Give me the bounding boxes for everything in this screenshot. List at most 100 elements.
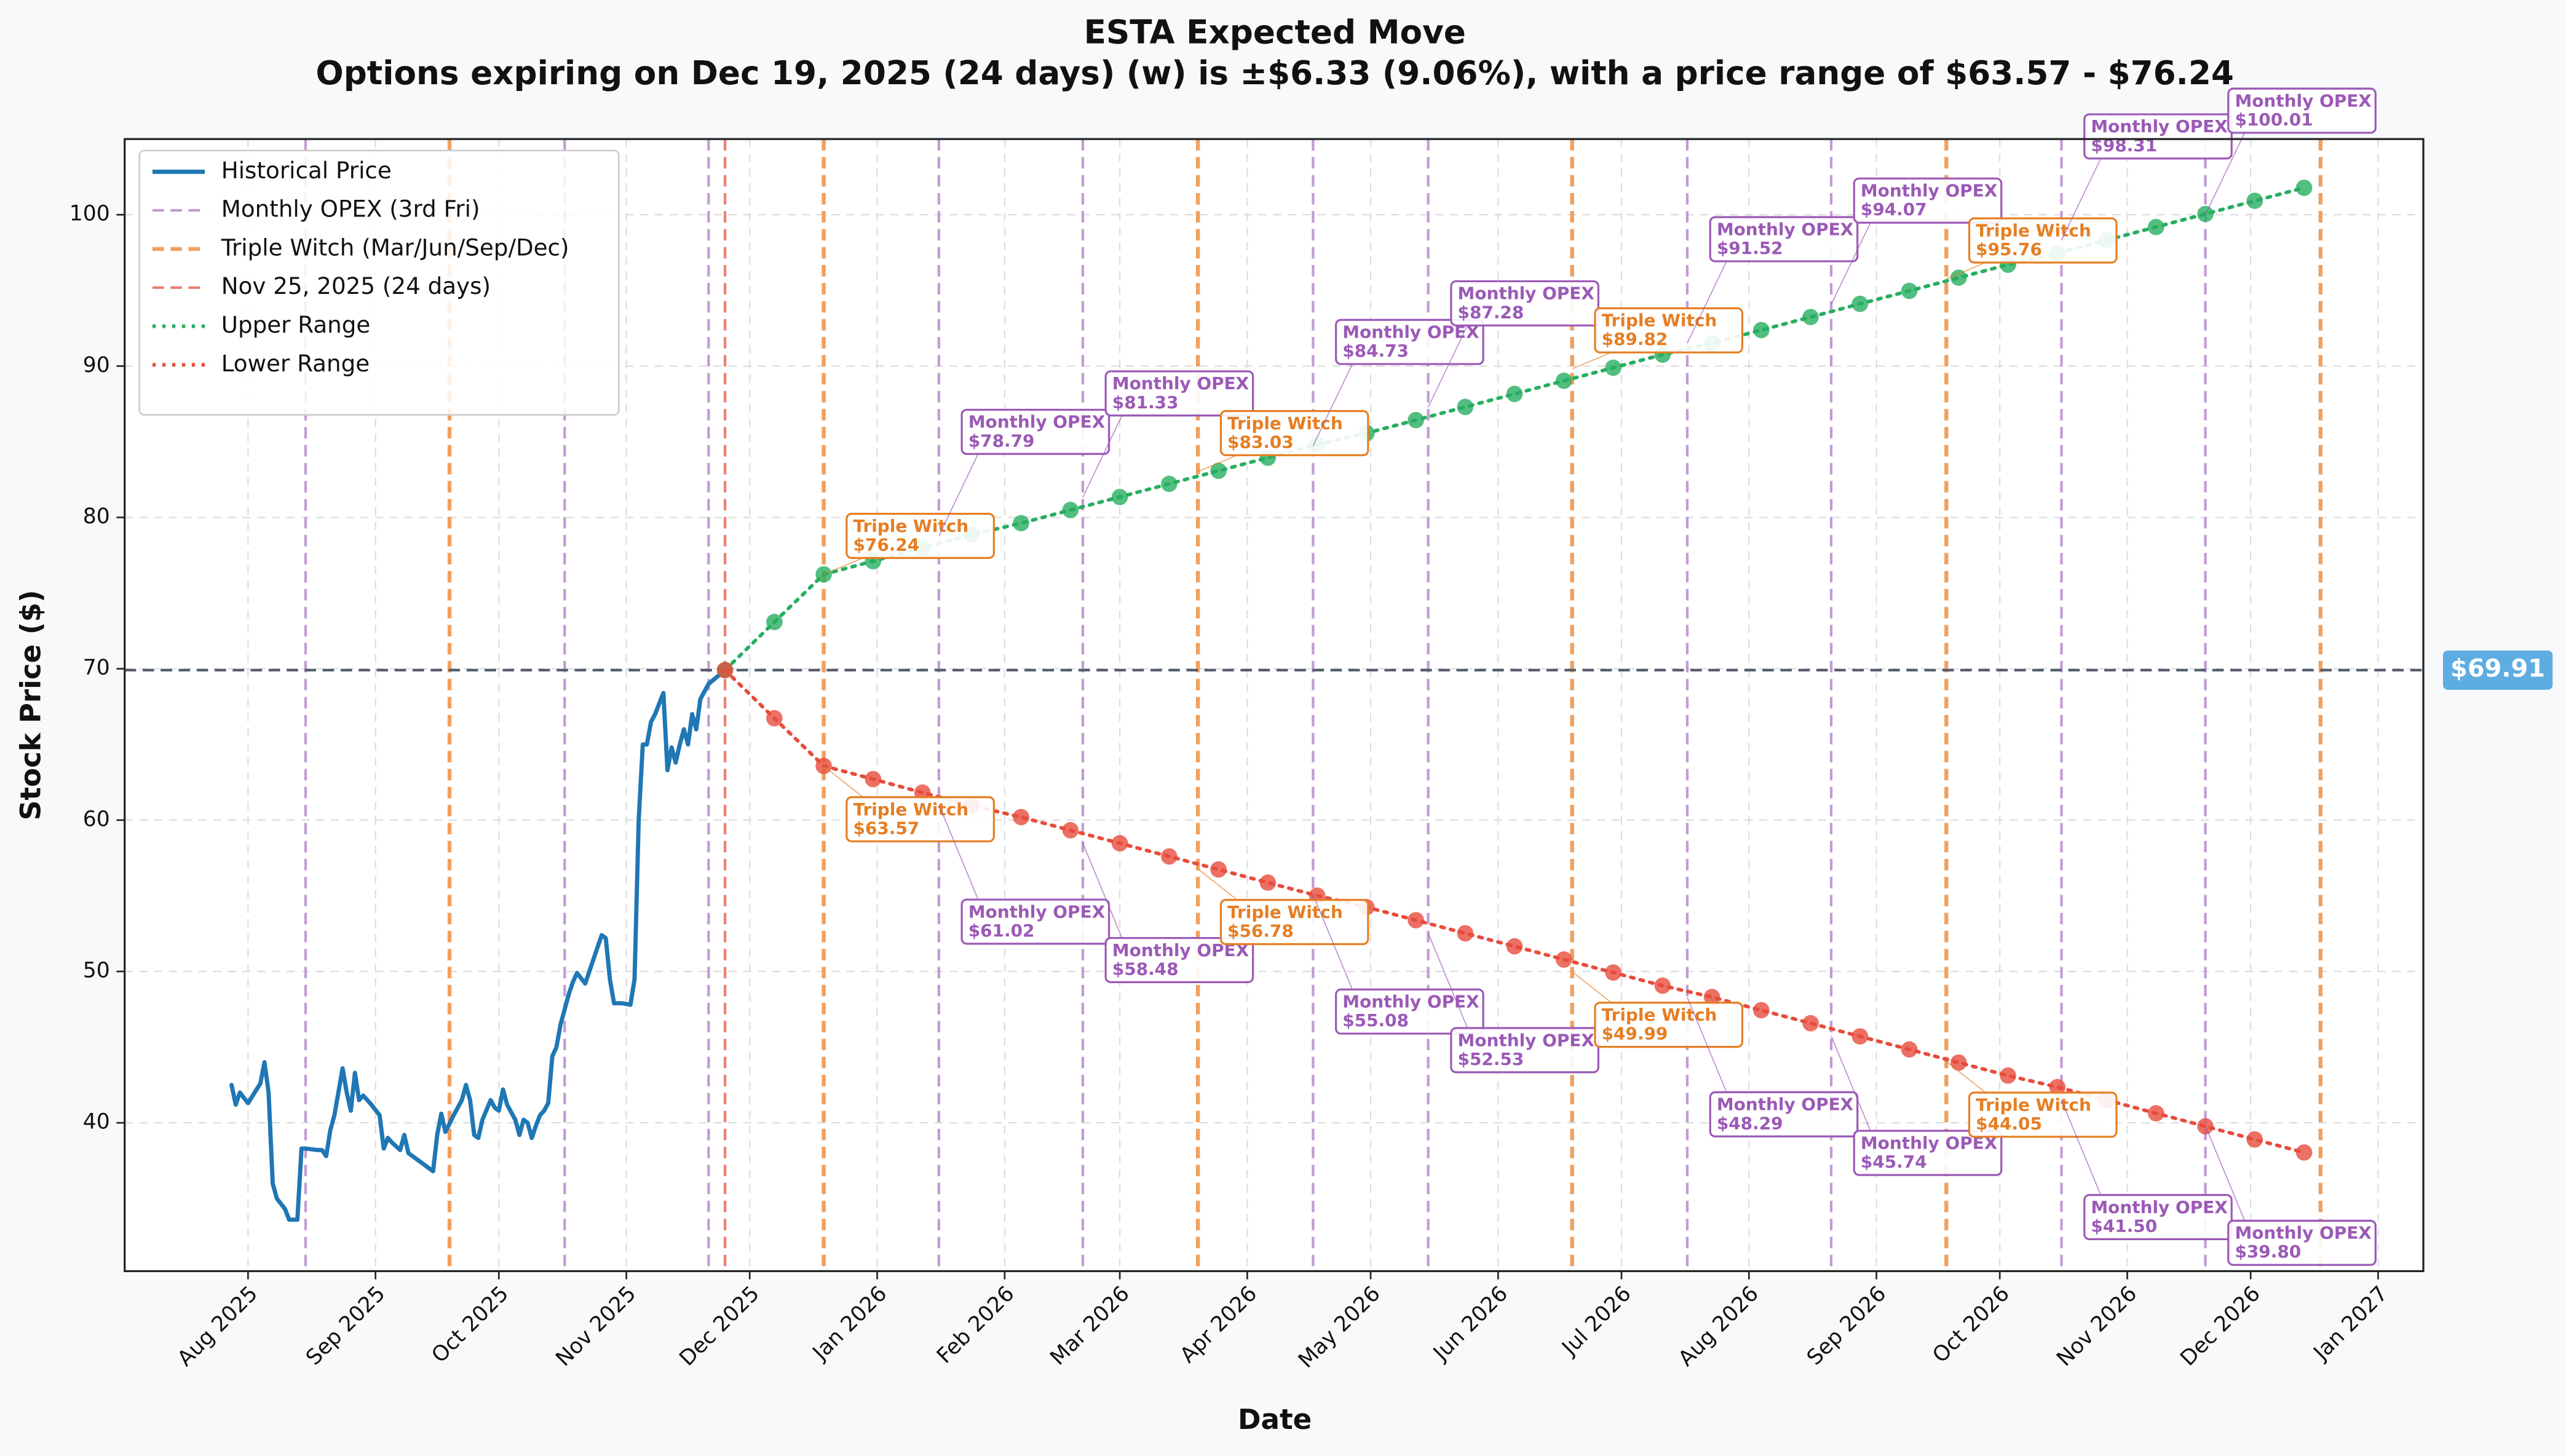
annotation-box — [2083, 113, 2233, 160]
annotation-value: $100.01 — [2235, 109, 2313, 130]
chart-title: ESTA Expected Move — [1084, 14, 1466, 52]
data-point — [1408, 411, 1424, 429]
annotation-title: Monthly OPEX — [968, 901, 1105, 922]
annotation-box — [845, 513, 995, 560]
annotation-box — [1709, 1091, 1859, 1138]
annotation-box — [1219, 899, 1369, 946]
annotation-title: Triple Witch — [1602, 1005, 1717, 1025]
annotation-value: $87.28 — [1458, 302, 1524, 322]
annotation-leader — [1312, 894, 1353, 990]
data-point — [1506, 386, 1523, 402]
annotation-leader — [1946, 262, 1986, 280]
legend-label: Upper Range — [221, 311, 371, 338]
annotation-leader — [823, 557, 863, 575]
annotation-title: Monthly OPEX — [1717, 219, 1853, 239]
y-tick-label: 70 — [83, 655, 110, 680]
annotation-leader — [1687, 261, 1727, 344]
annotation-title: Monthly OPEX — [1342, 992, 1479, 1012]
data-point — [1457, 398, 1474, 416]
data-point — [1851, 295, 1869, 312]
data-point — [1111, 835, 1128, 852]
annotation-value: $89.82 — [1602, 329, 1668, 349]
data-point — [1062, 502, 1079, 518]
annotation-title: Monthly OPEX — [2235, 90, 2371, 111]
annotation-title: Monthly OPEX — [1112, 373, 1249, 394]
data-point — [2295, 1144, 2313, 1161]
annotation-box — [1104, 370, 1254, 417]
annotation-box — [1335, 318, 1484, 365]
y-tick-label: 60 — [83, 807, 110, 831]
legend-box — [138, 149, 620, 416]
annotation-leader — [2204, 132, 2246, 215]
annotation-box — [2227, 1219, 2377, 1266]
annotation-leader — [1197, 454, 1238, 472]
data-point — [1111, 488, 1128, 505]
legend-label: Monthly OPEX (3rd Fri) — [221, 196, 480, 223]
annotation-title: Monthly OPEX — [2091, 116, 2227, 136]
annotation-box — [845, 796, 995, 842]
data-point — [1556, 951, 1572, 968]
annotation-title: Triple Witch — [853, 516, 968, 536]
data-point — [1556, 372, 1572, 389]
annotation-value: $78.79 — [968, 430, 1035, 451]
data-point — [766, 614, 783, 630]
annotation-value: $48.29 — [1717, 1113, 1783, 1133]
annotation-value: $91.52 — [1717, 238, 1783, 258]
annotation-value: $84.73 — [1342, 341, 1409, 361]
data-point — [1802, 309, 1819, 325]
data-point — [2049, 1078, 2066, 1096]
y-axis-label: Stock Price ($) — [15, 590, 47, 820]
data-point — [1161, 475, 1178, 493]
chart-subtitle: Options expiring on Dec 19, 2025 (24 day… — [316, 54, 2234, 92]
annotation-leader — [2061, 158, 2102, 241]
data-point — [1161, 848, 1178, 865]
annotation-leader — [2204, 1125, 2246, 1221]
data-point — [1851, 1028, 1869, 1045]
annotation-value: $52.53 — [1458, 1049, 1524, 1069]
data-point — [2000, 1067, 2016, 1084]
annotation-box — [1853, 177, 2003, 224]
current-price-badge — [2442, 650, 2553, 690]
data-point — [1753, 1002, 1770, 1019]
annotation-value: $61.02 — [968, 920, 1035, 941]
y-tick-label: 100 — [69, 202, 110, 226]
data-point — [1605, 359, 1622, 376]
annotation-leader — [938, 453, 979, 536]
y-tick-label: 80 — [83, 504, 110, 529]
data-point — [1210, 462, 1227, 480]
data-point — [1802, 1015, 1819, 1032]
y-tick-label: 50 — [83, 958, 110, 983]
annotation-leader — [2061, 1099, 2102, 1195]
annotation-box — [1450, 280, 1599, 326]
annotation-box — [1853, 1130, 2003, 1176]
annotation-title: Triple Witch — [853, 799, 968, 820]
data-point — [2148, 218, 2164, 235]
data-point — [716, 662, 734, 679]
annotation-title: Triple Witch — [1976, 220, 2091, 240]
annotation-box — [960, 898, 1111, 945]
series-line — [229, 668, 727, 1222]
annotation-value: $39.80 — [2235, 1241, 2301, 1262]
annotation-leader — [1572, 352, 1612, 370]
annotation-box — [1335, 988, 1484, 1035]
data-point — [2246, 192, 2263, 209]
annotation-box — [1450, 1027, 1599, 1074]
annotation-box — [960, 408, 1111, 455]
annotation-leader — [1831, 222, 1871, 305]
legend-label: Triple Witch (Mar/Jun/Sep/Dec) — [221, 234, 569, 261]
annotation-leader — [938, 804, 979, 900]
annotation-title: Monthly OPEX — [1458, 1030, 1594, 1050]
annotation-value: $63.57 — [853, 818, 919, 838]
data-point — [1013, 515, 1029, 532]
annotation-box — [1968, 217, 2118, 264]
annotation-leader — [1082, 415, 1123, 498]
annotation-value: $94.07 — [1861, 199, 1927, 220]
annotation-title: Monthly OPEX — [2091, 1197, 2227, 1217]
annotation-value: $49.99 — [1602, 1024, 1668, 1044]
annotation-leader — [1687, 997, 1727, 1093]
data-point — [1210, 861, 1227, 878]
data-point — [2295, 180, 2313, 196]
data-point — [1457, 925, 1474, 942]
data-point — [1654, 977, 1671, 994]
data-point — [1013, 809, 1029, 826]
